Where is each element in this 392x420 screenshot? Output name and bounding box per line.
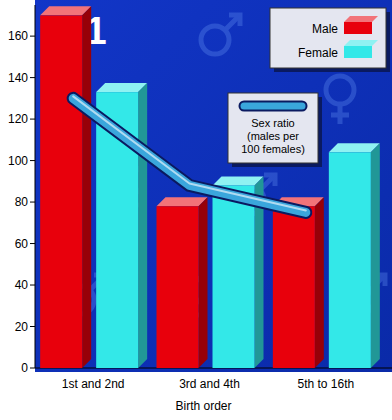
legend-swatch bbox=[244, 103, 302, 110]
legend bbox=[228, 93, 318, 163]
legend-label-line: (males per bbox=[247, 130, 299, 142]
y-tick bbox=[30, 119, 35, 120]
bar bbox=[329, 152, 371, 368]
bar bbox=[273, 206, 315, 368]
symbol-cross bbox=[331, 113, 349, 118]
legend bbox=[270, 8, 386, 68]
x-tick-label: 5th to 16th bbox=[297, 377, 354, 391]
y-tick-label: 80 bbox=[15, 195, 29, 209]
x-axis-label: Birth order bbox=[175, 399, 231, 413]
y-tick bbox=[30, 243, 35, 244]
y-tick bbox=[30, 326, 35, 327]
y-tick-label: 20 bbox=[15, 320, 29, 334]
symbol-arrow bbox=[264, 175, 275, 186]
y-tick-label: 40 bbox=[15, 278, 29, 292]
bar-side bbox=[199, 197, 208, 368]
bar-side bbox=[315, 197, 324, 368]
bar bbox=[213, 185, 255, 368]
y-tick-label: 120 bbox=[8, 112, 28, 126]
bar-top bbox=[40, 6, 91, 15]
bar bbox=[157, 206, 199, 368]
x-tick-label: 3rd and 4th bbox=[179, 377, 240, 391]
symbol-ring bbox=[326, 76, 354, 104]
legend-label: Female bbox=[298, 46, 338, 60]
y-tick bbox=[30, 285, 35, 286]
y-tick bbox=[30, 77, 35, 78]
symbol-arrow bbox=[229, 15, 240, 26]
y-tick-label: 0 bbox=[21, 361, 28, 375]
legend-swatch-top bbox=[344, 40, 378, 46]
y-tick-label: 140 bbox=[8, 71, 28, 85]
bar-side bbox=[82, 6, 91, 368]
y-tick bbox=[30, 202, 35, 203]
legend-swatch-top bbox=[344, 16, 378, 22]
symbol-ring bbox=[201, 26, 229, 54]
symbol-arrow bbox=[225, 16, 239, 30]
y-tick bbox=[30, 368, 35, 369]
bar-side bbox=[371, 143, 380, 368]
legend-swatch-outline bbox=[244, 101, 302, 112]
y-tick-label: 60 bbox=[15, 237, 29, 251]
chart: 10204060801001201401601st and 2nd3rd and… bbox=[0, 0, 392, 420]
x-tick-label: 1st and 2nd bbox=[62, 377, 125, 391]
legend-swatch bbox=[344, 22, 372, 34]
legend-swatch bbox=[344, 46, 372, 58]
bar-side bbox=[138, 83, 147, 368]
y-tick bbox=[30, 160, 35, 161]
y-tick bbox=[30, 36, 35, 37]
legend-label-line: 100 females) bbox=[241, 143, 305, 155]
bar bbox=[40, 15, 82, 368]
legend-label: Male bbox=[312, 22, 338, 36]
plot-background bbox=[35, 0, 392, 372]
y-tick-label: 160 bbox=[8, 29, 28, 43]
y-tick-label: 100 bbox=[8, 154, 28, 168]
y-axis-line bbox=[35, 5, 36, 368]
legend-label: Sex ratio(males per100 females) bbox=[241, 117, 305, 155]
legend-label-line: Sex ratio bbox=[251, 117, 294, 129]
